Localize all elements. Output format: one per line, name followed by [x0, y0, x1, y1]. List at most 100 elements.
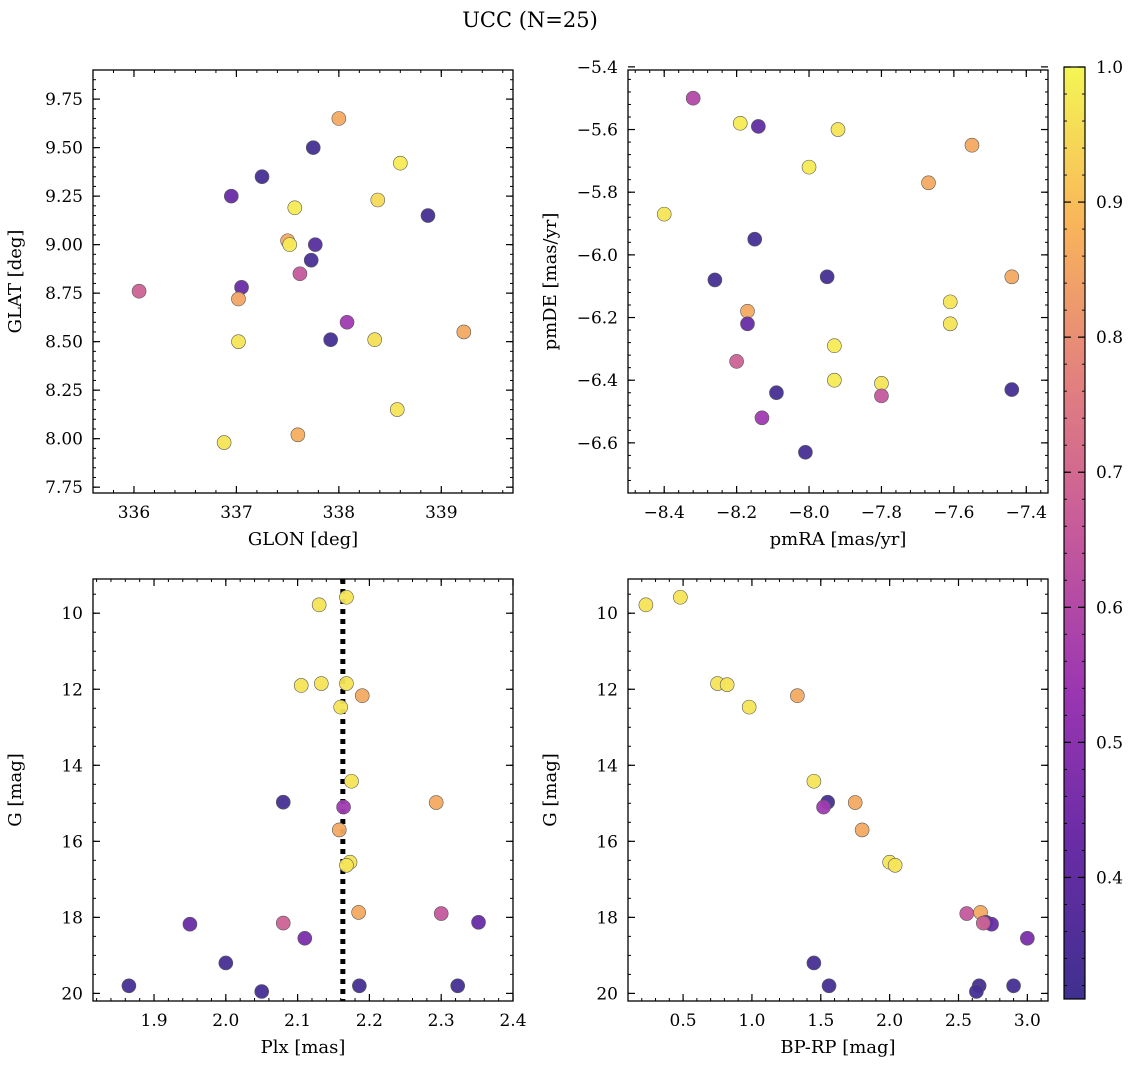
- data-point: [223, 188, 239, 204]
- data-point: [121, 978, 137, 994]
- data-point: [1004, 269, 1020, 285]
- x-tick-label: 2.1: [284, 1011, 311, 1031]
- x-tick-label: 2.0: [876, 1011, 903, 1031]
- data-point: [821, 978, 837, 994]
- data-point: [333, 699, 348, 715]
- data-point: [1006, 978, 1021, 994]
- y-tick-label: −5.6: [577, 121, 618, 141]
- data-point: [751, 119, 766, 134]
- x-tick-label: 336: [118, 503, 150, 523]
- axes-frame: [92, 578, 514, 1002]
- data-point: [942, 294, 958, 310]
- data-point: [854, 822, 870, 838]
- data-point: [801, 159, 817, 175]
- colorbar-tick-label: 1.0: [1096, 58, 1123, 78]
- data-point: [874, 388, 889, 404]
- data-point: [740, 303, 755, 319]
- data-point: [819, 269, 835, 285]
- y-tick-label: 10: [61, 604, 83, 624]
- data-point: [344, 773, 359, 789]
- data-point: [732, 115, 748, 131]
- x-tick-label: −8.2: [716, 503, 757, 523]
- x-tick-label: 1.9: [141, 1011, 168, 1031]
- data-point: [673, 589, 688, 605]
- x-axis-label: GLON [deg]: [248, 529, 358, 550]
- y-tick-label: 9.75: [45, 90, 83, 110]
- data-point: [336, 799, 351, 815]
- x-tick-label: −7.4: [1006, 503, 1047, 523]
- data-point: [290, 427, 306, 443]
- y-tick-label: 12: [61, 680, 83, 700]
- data-point: [806, 773, 822, 789]
- data-point: [305, 140, 321, 155]
- data-point: [287, 200, 303, 216]
- data-point: [182, 916, 198, 932]
- colorbar-tick-label: 0.4: [1096, 868, 1123, 888]
- colorbar-tick-label: 0.5: [1096, 733, 1123, 753]
- minor-ticks: [627, 579, 1048, 1001]
- figure-title: UCC (N=25): [462, 8, 598, 32]
- data-point: [339, 314, 355, 330]
- y-tick-label: −6.0: [577, 246, 618, 266]
- y-tick-label: 20: [596, 984, 618, 1004]
- y-tick-label: 16: [61, 832, 83, 852]
- y-tick-label: 9.00: [45, 236, 83, 256]
- y-tick-label: 20: [61, 984, 83, 1004]
- minor-ticks: [92, 69, 513, 493]
- data-point: [331, 111, 347, 126]
- data-point: [339, 676, 354, 691]
- data-point: [729, 354, 744, 369]
- data-point: [747, 231, 763, 247]
- y-axis-label: GLAT [deg]: [5, 230, 26, 334]
- scatter-points: [638, 589, 1035, 999]
- data-point: [282, 237, 297, 252]
- data-point: [1020, 930, 1035, 946]
- data-point: [964, 137, 980, 153]
- data-point: [847, 795, 863, 810]
- panel-plx-g: 1.9 2.0 2.1 2.2 2.3 2.4 10 12 14 16 18 20 Plx [mas] G…: [5, 578, 527, 1058]
- colorbar-tick-label: 0.8: [1096, 328, 1123, 348]
- y-tick-label: −6.4: [577, 371, 618, 391]
- data-point: [367, 332, 383, 348]
- data-point: [297, 930, 313, 946]
- axes-frame: [627, 578, 1049, 1002]
- scatter-points: [656, 90, 1020, 460]
- data-point: [339, 857, 354, 873]
- data-point: [1004, 382, 1020, 397]
- data-point: [254, 169, 270, 185]
- x-axis-label: pmRA [mas/yr]: [770, 529, 907, 550]
- y-tick-label: −6.6: [577, 434, 618, 454]
- data-point: [393, 155, 408, 171]
- panel-bprp-g: 0.5 1.0 1.5 2.0 2.5 3.0 10 12 14 16 18 20 BP-RP [mag…: [540, 578, 1049, 1058]
- y-tick-label: 16: [596, 832, 618, 852]
- data-point: [275, 915, 291, 931]
- data-point: [638, 597, 654, 613]
- y-tick-label: 8.00: [45, 430, 83, 450]
- x-tick-label: 2.0: [212, 1011, 239, 1031]
- y-tick-label: 9.25: [45, 187, 83, 207]
- y-tick-label: 18: [61, 908, 83, 928]
- data-point: [827, 338, 842, 354]
- data-point: [275, 794, 291, 810]
- data-point: [969, 984, 984, 999]
- x-axis-label: BP-RP [mag]: [780, 1037, 895, 1058]
- y-tick-label: 14: [596, 756, 618, 776]
- y-tick-label: 12: [596, 680, 618, 700]
- y-tick-label: 8.75: [45, 284, 83, 304]
- data-point: [921, 175, 936, 191]
- data-point: [707, 272, 723, 288]
- y-tick-label: 14: [61, 756, 83, 776]
- data-point: [254, 984, 270, 999]
- data-point: [450, 978, 466, 994]
- colorbar-gradient: [1063, 66, 1086, 1000]
- y-axis-label: G [mag]: [540, 753, 561, 826]
- data-point: [352, 978, 367, 994]
- data-point: [303, 252, 319, 268]
- data-point: [323, 332, 338, 348]
- x-tick-label: −7.6: [933, 503, 974, 523]
- x-tick-label: 3.0: [1014, 1011, 1041, 1031]
- data-point: [314, 676, 329, 691]
- x-tick-label: 1.0: [738, 1011, 765, 1031]
- data-point: [339, 589, 354, 605]
